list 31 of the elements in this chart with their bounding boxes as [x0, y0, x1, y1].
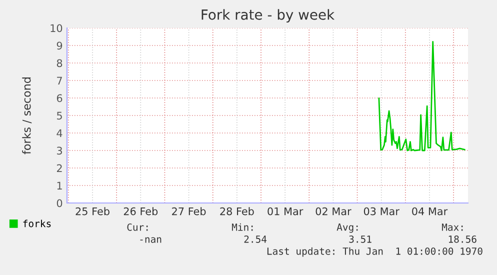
x-tick-label: 27 Feb: [172, 207, 206, 216]
text: -nan: [140, 237, 162, 243]
y-axis-title: forks / second: [22, 78, 32, 154]
x-tick-label: 04 Mar: [412, 207, 448, 216]
text: 2.54: [244, 235, 267, 243]
legend-label: forks: [23, 220, 51, 228]
y-tick-label: 0: [56, 199, 62, 208]
x-tick-label: 03 Mar: [364, 207, 400, 216]
y-tick-label: 2: [56, 164, 62, 172]
y-tick-label: 4: [56, 129, 62, 137]
x-tick-label: 28 Feb: [220, 207, 254, 216]
text: Min:: [232, 223, 253, 231]
y-tick-label: 9: [56, 42, 62, 50]
y-tick-label: 8: [56, 59, 62, 68]
x-tick-label: 02 Mar: [316, 207, 352, 216]
text: Max:: [442, 224, 463, 231]
text: Cur:: [127, 223, 148, 231]
y-tick-label: 7: [57, 76, 62, 84]
y-tick-label: 5: [57, 112, 62, 120]
x-tick-label: 01 Mar: [268, 207, 304, 216]
text: Avg:: [336, 224, 358, 233]
y-tick-label: 6: [56, 94, 62, 102]
y-tick-label: 10: [50, 24, 62, 32]
text: 18.56: [448, 235, 476, 243]
y-tick-label: 3: [57, 146, 62, 155]
chart-title: Fork rate - by week: [202, 9, 335, 23]
text: Last update: Thu Jan 1 01:00:00 1970: [267, 247, 482, 257]
x-tick-label: 25 Feb: [76, 207, 110, 216]
text: 3.51: [349, 235, 372, 243]
y-tick-label: 1: [57, 182, 62, 190]
x-tick-label: 26 Feb: [124, 207, 158, 216]
